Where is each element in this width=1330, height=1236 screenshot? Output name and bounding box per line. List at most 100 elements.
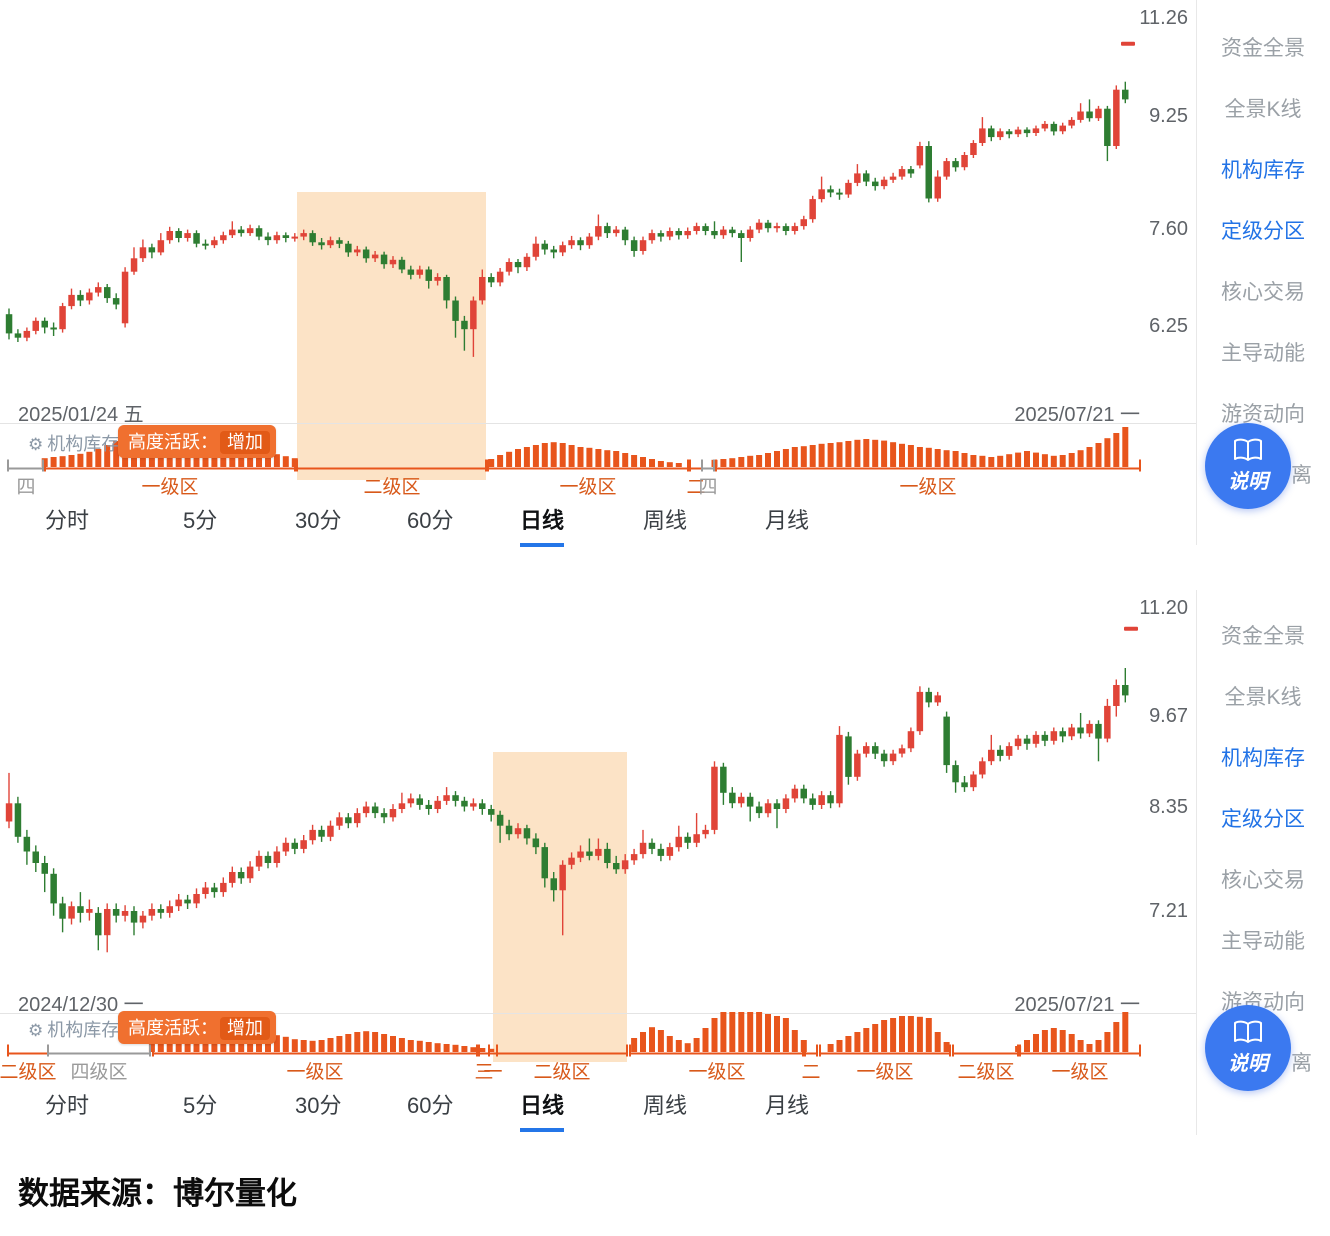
candle-body: [14, 803, 22, 837]
candle-body: [952, 161, 959, 168]
inventory-bar: [1122, 1012, 1129, 1052]
price-axis-label: 9.25: [1149, 105, 1188, 127]
inventory-bar: [1024, 451, 1030, 467]
sidebar-item-panorama-kline[interactable]: 全景K线: [1224, 686, 1302, 709]
inventory-bar: [1095, 443, 1102, 467]
sidebar-item-dominant-momentum[interactable]: 主导动能: [1221, 342, 1305, 365]
inventory-bar: [586, 447, 593, 467]
inventory-bar: [515, 449, 521, 467]
tab-monthly[interactable]: 月线: [765, 1093, 810, 1118]
inventory-bar: [77, 453, 84, 467]
inventory-bar: [1113, 433, 1120, 467]
candle-body: [568, 857, 575, 865]
inventory-bar: [881, 440, 888, 467]
sidebar-item-partial[interactable]: 离: [1291, 1052, 1312, 1075]
tab-30min[interactable]: 30分: [295, 1093, 342, 1118]
inventory-bar: [300, 1040, 307, 1052]
candle-body: [362, 249, 370, 259]
inventory-bar: [1050, 455, 1057, 467]
tab-60min[interactable]: 60分: [407, 1093, 454, 1118]
tab-weekly[interactable]: 周线: [643, 1093, 688, 1118]
sidebar-item-panorama-kline[interactable]: 全景K线: [1224, 98, 1302, 121]
candle-body: [246, 866, 254, 879]
tab-5min[interactable]: 5分: [183, 1093, 218, 1118]
candle-body: [729, 229, 736, 234]
zone-label: 一级区: [559, 476, 616, 498]
sidebar-item-grade-zones[interactable]: 定级分区: [1221, 808, 1305, 831]
zone-label: 二: [801, 1062, 820, 1083]
activity-badge-text: 高度活跃：: [128, 1018, 218, 1038]
candle-body: [211, 240, 218, 246]
sidebar-item-dominant-momentum[interactable]: 主导动能: [1221, 930, 1305, 953]
sidebar-item-hot-money[interactable]: 游资动向: [1221, 403, 1305, 426]
inventory-bar: [550, 442, 557, 467]
sidebar-item-partial[interactable]: 离: [1291, 464, 1312, 487]
candle-body: [648, 233, 656, 241]
tab-5min[interactable]: 5分: [183, 508, 218, 533]
candle-body: [166, 231, 173, 241]
inventory-bar: [899, 1016, 905, 1052]
inventory-bar: [479, 1048, 486, 1052]
sidebar-item-core-trading[interactable]: 核心交易: [1221, 869, 1305, 892]
zone-label: 一级区: [688, 1061, 745, 1083]
candle-body: [773, 226, 781, 229]
candle-body: [639, 842, 647, 855]
inventory-bar: [907, 1016, 914, 1052]
candle-body: [470, 803, 477, 807]
inventory-bar: [872, 439, 879, 467]
candle-body: [702, 829, 709, 835]
candle-body: [1023, 738, 1031, 744]
inventory-bar: [836, 442, 843, 467]
candle-body: [657, 233, 665, 237]
sidebar-item-core-trading[interactable]: 核心交易: [1221, 281, 1305, 304]
candle-body: [1086, 111, 1093, 119]
inventory-bar: [747, 455, 754, 467]
inventory-bar: [452, 1044, 459, 1052]
sidebar-item-funds-panorama[interactable]: 资金全景: [1221, 37, 1305, 60]
candle-body: [595, 848, 602, 856]
inventory-bar: [1077, 1040, 1084, 1052]
candle-body: [577, 851, 584, 858]
sidebar-item-institution-inventory[interactable]: 机构库存: [1221, 747, 1305, 770]
sidebar-item-funds-panorama[interactable]: 资金全景: [1221, 625, 1305, 648]
tab-30min[interactable]: 30分: [295, 508, 342, 533]
candle-body: [925, 146, 932, 199]
tab-weekly[interactable]: 周线: [643, 508, 688, 533]
sidebar-item-grade-zones[interactable]: 定级分区: [1221, 220, 1305, 243]
explain-button[interactable]: 说明: [1205, 423, 1291, 509]
inventory-bar: [113, 441, 120, 467]
tab-daily[interactable]: 日线: [520, 503, 565, 547]
inventory-bar: [800, 446, 807, 467]
candle-body: [461, 320, 468, 330]
candle-body: [925, 691, 932, 703]
candle-body: [175, 899, 182, 907]
date-label-start: 2025/01/24 五: [18, 404, 144, 426]
indicator-chip[interactable]: ⚙ 机构库存: [28, 1016, 119, 1042]
candle-body: [595, 226, 602, 237]
inventory-bar: [541, 443, 548, 467]
tab-monthly[interactable]: 月线: [765, 508, 810, 533]
candle-body: [863, 746, 870, 754]
indicator-chip[interactable]: ⚙ 机构库存: [28, 430, 119, 456]
tab-minute[interactable]: 分时: [45, 508, 90, 533]
candle-body: [345, 243, 352, 253]
candle-body: [1104, 108, 1111, 146]
candle-body: [130, 911, 138, 923]
period-tabs: 分时 5分 30分 60分 日线 周线 月线: [0, 1088, 1196, 1132]
inventory-bar: [416, 1040, 423, 1052]
inventory-bar: [863, 1028, 870, 1052]
inventory-bar: [747, 1012, 754, 1052]
tab-minute[interactable]: 分时: [45, 1093, 90, 1118]
candle-body: [291, 842, 298, 849]
highlight-region: [297, 192, 486, 480]
tab-60min[interactable]: 60分: [407, 508, 454, 533]
sidebar-item-institution-inventory[interactable]: 机构库存: [1221, 159, 1305, 182]
tab-daily[interactable]: 日线: [520, 1088, 565, 1132]
candle-body: [1113, 89, 1120, 146]
inventory-bar: [916, 1016, 923, 1052]
explain-button[interactable]: 说明: [1205, 1005, 1291, 1091]
candle-body: [112, 298, 120, 305]
activity-badge: 高度活跃： 增加: [118, 425, 276, 458]
candle-body: [738, 796, 745, 804]
inventory-bar: [649, 459, 655, 467]
